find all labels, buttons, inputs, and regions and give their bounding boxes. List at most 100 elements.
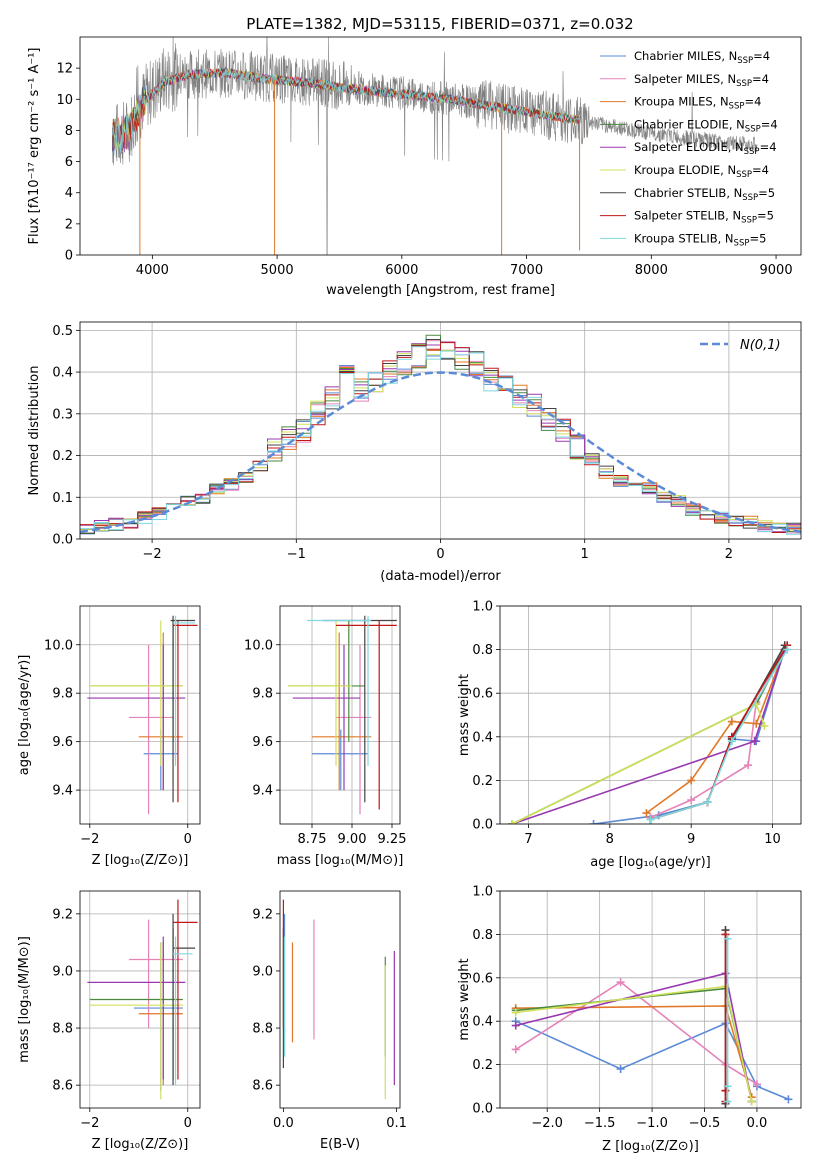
mass-vs-EBV-plot — [282, 899, 395, 1100]
x-tick-label: 10 — [764, 832, 781, 847]
legend-subscript: SSP — [744, 147, 760, 157]
weight-marker — [723, 1097, 732, 1106]
weight-vs-Z-plot — [511, 926, 793, 1108]
y-tick-label: 2 — [65, 217, 73, 232]
legend-entry: Kroupa ELODIE, NSSP=4 — [634, 163, 769, 180]
y-tick-label: 0.4 — [472, 730, 493, 745]
residuals-axes: −2 −1 0 1 2 0.0 0.1 0.2 0.3 0.4 0.5 — [52, 322, 801, 562]
legend-text: =4 — [761, 117, 778, 131]
spectrum-plot — [112, 37, 758, 255]
weight-marker — [511, 1045, 520, 1054]
weight-marker — [750, 737, 759, 746]
residual-histogram-line — [80, 342, 801, 533]
weight-vs-age-y-label: mass weight — [457, 674, 472, 756]
x-tick-label: 0.1 — [386, 1116, 407, 1131]
legend-text: Salpeter MILES, N — [634, 72, 736, 86]
weight-marker — [508, 820, 517, 824]
legend-text: Chabrier STELIB, N — [634, 186, 742, 200]
weight-marker — [687, 776, 696, 785]
x-tick-label: 9000 — [760, 263, 793, 278]
legend-text: Chabrier MILES, N — [634, 49, 737, 63]
x-tick-label: 8000 — [635, 263, 668, 278]
y-tick-label: 4 — [65, 186, 73, 201]
age-vs-mass-x-label: mass [log₁₀(M/M⊙)] — [277, 853, 404, 868]
x-tick-label: −1 — [287, 547, 306, 562]
y-tick-label: 0.5 — [52, 324, 73, 339]
weight-marker — [784, 1095, 793, 1104]
y-tick-label: 9.4 — [52, 784, 73, 799]
age-vs-Z-plot — [87, 615, 198, 815]
mass-vs-EBV-axes: 0.0 0.1 8.6 8.8 9.0 9.2 — [252, 907, 407, 1131]
spectrum-axes: 4000 5000 6000 7000 8000 9000 0 2 4 6 8 10 12 — [56, 62, 792, 278]
spectrum-frame — [79, 36, 802, 256]
legend-text: Kroupa ELODIE, N — [634, 163, 736, 177]
weight-marker — [752, 719, 761, 728]
legend-text: =4 — [752, 163, 769, 177]
legend-subscript: SSP — [734, 238, 750, 248]
x-tick-label: −2 — [80, 1116, 99, 1131]
y-tick-label: 0.4 — [52, 366, 73, 381]
legend-subscript: SSP — [745, 124, 761, 134]
y-tick-label: 12 — [56, 62, 73, 77]
weight-marker — [511, 1008, 520, 1017]
weight-series-line — [650, 649, 786, 819]
y-tick-label: 8.8 — [252, 1022, 273, 1037]
weight-marker — [727, 737, 736, 746]
legend-text: =4 — [760, 140, 777, 154]
y-tick-label: 9.0 — [52, 964, 73, 979]
weight-marker — [616, 1064, 625, 1073]
normal-legend-label: N(0,1) — [740, 338, 781, 353]
y-tick-label: 0.2 — [52, 449, 73, 464]
residuals-frame — [79, 321, 802, 540]
mass-vs-Z-axes: −2 0 8.6 8.8 9.0 9.2 — [52, 891, 200, 1131]
y-tick-label: 9.4 — [252, 784, 273, 799]
weight-vs-age-plot — [508, 641, 792, 824]
weight-series-line — [515, 1005, 753, 1098]
y-tick-label: 9.2 — [252, 907, 273, 922]
y-tick-label: 0.4 — [472, 1015, 493, 1030]
age-vs-Z-x-label: Z [log₁₀(Z/Z⊙)] — [92, 853, 189, 868]
y-tick-label: 0.1 — [52, 491, 73, 506]
legend-text: =4 — [752, 72, 769, 86]
mass-vs-Z-x-label: Z [log₁₀(Z/Z⊙)] — [92, 1137, 189, 1152]
model-spectrum-line — [112, 67, 581, 153]
age-vs-Z-axes: −2 0 9.4 9.6 9.8 10.0 — [44, 606, 200, 847]
legend-entry: Kroupa STELIB, NSSP=5 — [634, 231, 766, 248]
y-tick-label: 9.6 — [252, 735, 273, 750]
x-tick-label: 0 — [184, 832, 192, 847]
x-tick-label: −2 — [143, 547, 162, 562]
weight-series-line — [645, 649, 786, 814]
legend-text: =5 — [758, 186, 775, 200]
weight-vs-age-x-label: age [log₁₀(age/yr)] — [590, 855, 711, 870]
y-tick-label: 9.8 — [252, 687, 273, 702]
y-tick-label: 8 — [65, 124, 73, 139]
residuals-x-label: (data-model)/error — [380, 569, 501, 584]
weight-vs-Z-x-label: Z [log₁₀(Z/Z⊙)] — [602, 1139, 699, 1154]
residuals-y-label: Normed distribution — [27, 366, 42, 496]
mass-vs-EBV-x-label: E(B-V) — [320, 1137, 360, 1152]
mass-vs-Z-frame — [79, 890, 201, 1109]
weight-series-line — [515, 981, 758, 1085]
x-tick-label: −1.0 — [636, 1116, 668, 1131]
age-vs-mass-plot — [288, 615, 397, 815]
spectrum-x-label: wavelength [Angstrom, rest frame] — [326, 283, 555, 298]
legend-entry: Salpeter ELODIE, NSSP=4 — [634, 140, 777, 157]
weight-marker — [752, 1080, 761, 1089]
plot-layer: 4000 5000 6000 7000 8000 9000024681012wavelen… — [17, 36, 802, 1154]
weight-vs-age-frame — [499, 605, 802, 825]
x-tick-label: 9 — [687, 832, 695, 847]
legend-subscript: SSP — [741, 216, 757, 226]
y-tick-label: 8.6 — [252, 1079, 273, 1094]
legend-entry: Salpeter STELIB, NSSP=5 — [634, 209, 774, 226]
weight-vs-Z-frame — [499, 890, 802, 1109]
y-tick-label: 1.0 — [472, 600, 493, 615]
y-tick-label: 9.6 — [52, 735, 73, 750]
x-tick-label: 0.0 — [273, 1116, 294, 1131]
legend-text: Salpeter STELIB, N — [634, 209, 741, 223]
x-tick-label: 0 — [184, 1116, 192, 1131]
x-tick-label: 0.0 — [747, 1116, 768, 1131]
legend-subscript: SSP — [736, 170, 752, 180]
y-tick-label: 0.6 — [472, 687, 493, 702]
